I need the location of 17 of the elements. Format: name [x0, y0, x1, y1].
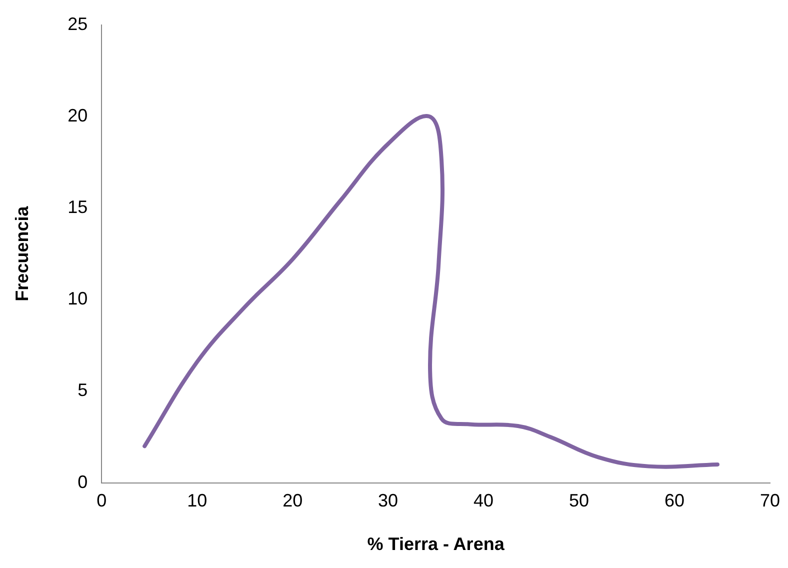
x-axis-title: % Tierra - Arena	[367, 534, 506, 554]
y-axis-title: Frecuencia	[12, 205, 32, 302]
x-tick-label: 10	[187, 490, 208, 511]
y-tick-label: 25	[68, 14, 88, 34]
y-tick-label: 5	[78, 380, 88, 400]
x-tick-label: 30	[378, 490, 398, 511]
x-tick-label: 50	[569, 490, 590, 511]
x-tick-label: 0	[96, 490, 107, 511]
x-tick-label: 60	[664, 490, 685, 511]
y-tick-label: 10	[68, 288, 88, 309]
x-tick-label: 70	[760, 490, 780, 511]
line-series	[142, 114, 720, 469]
y-tick-label: 15	[68, 196, 88, 217]
y-tick-label: 0	[78, 472, 88, 492]
x-tick-label: 20	[282, 490, 303, 511]
y-tick-label: 20	[68, 105, 88, 126]
x-tick-label: 40	[474, 490, 494, 511]
